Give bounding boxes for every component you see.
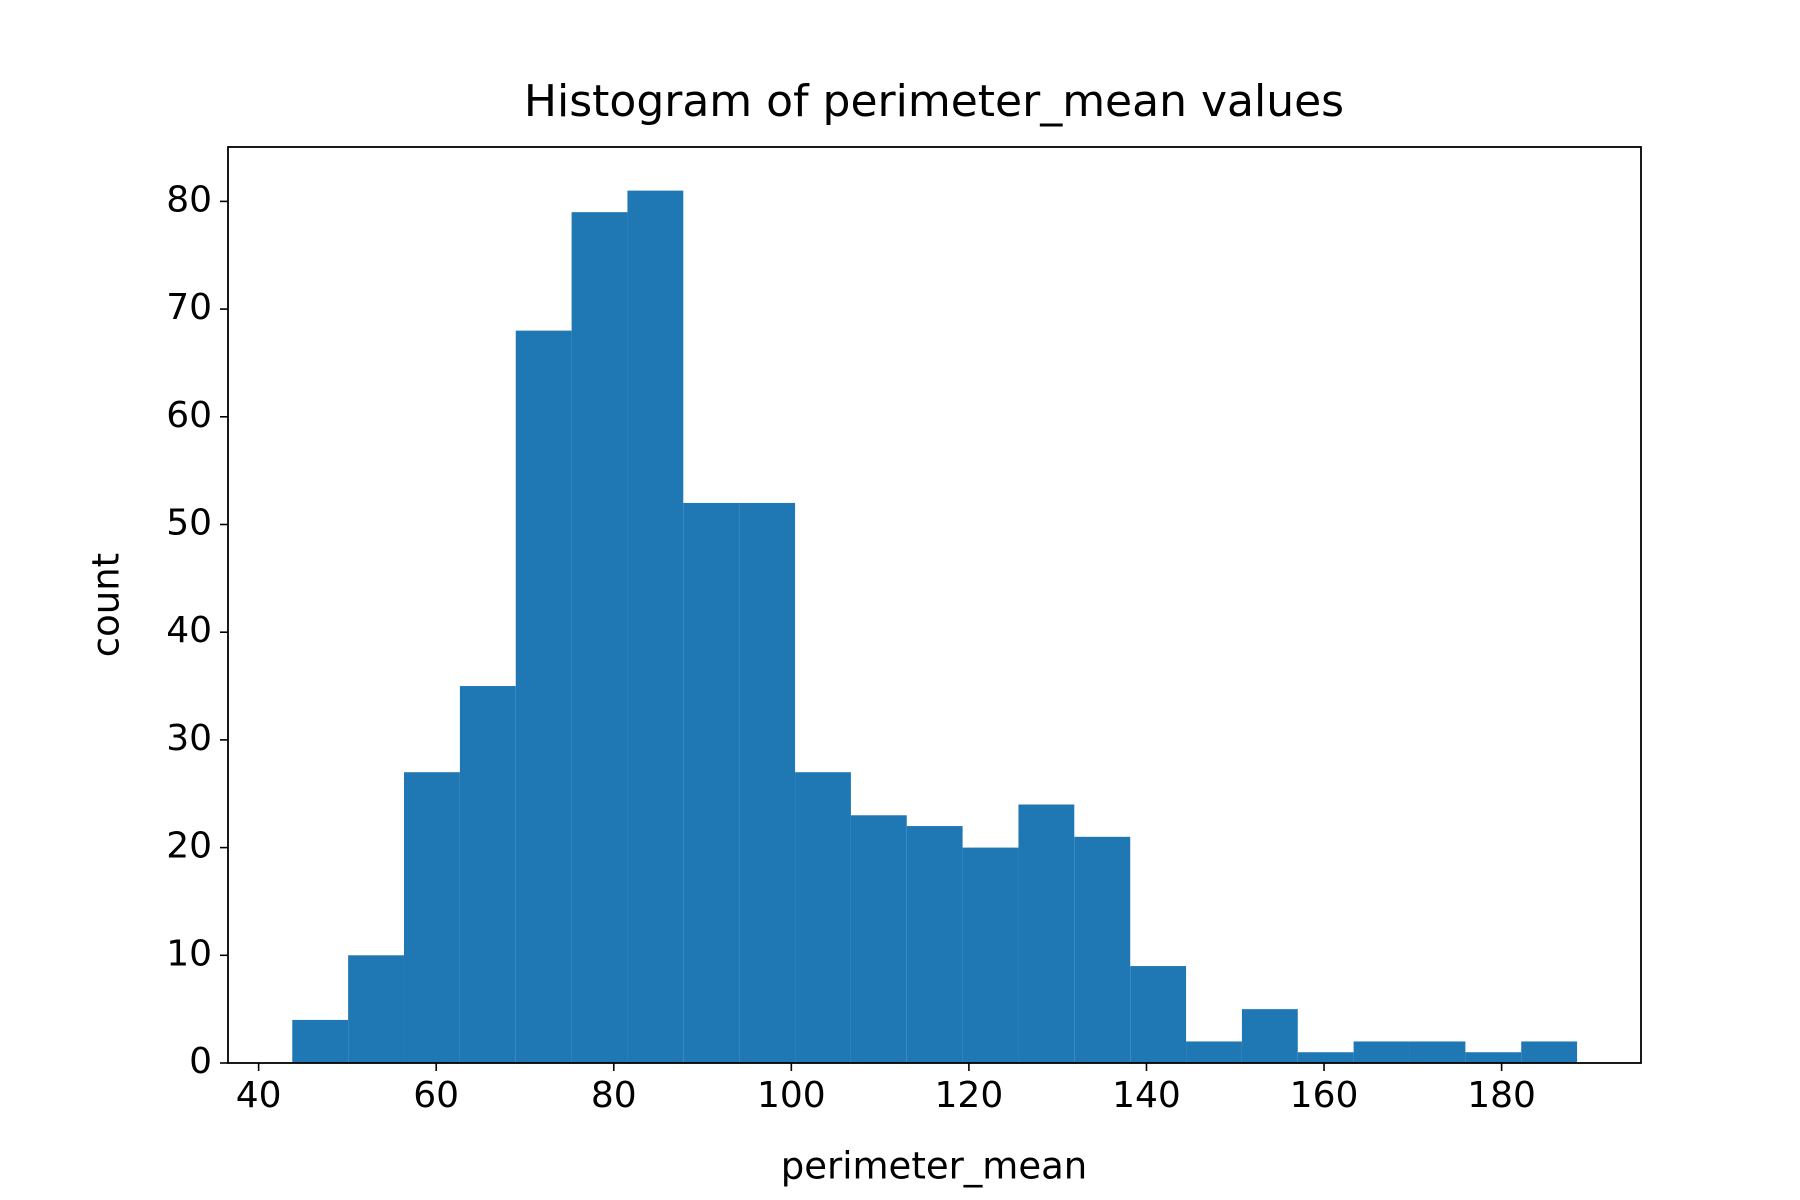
bar <box>292 1019 349 1063</box>
y-tick-label: 20 <box>166 826 212 867</box>
x-tick-label: 140 <box>1112 1075 1181 1116</box>
y-tick-label: 60 <box>166 395 212 436</box>
x-tick-label: 80 <box>591 1075 637 1116</box>
bar <box>1297 1052 1354 1063</box>
y-tick-label: 30 <box>166 718 212 759</box>
y-tick-label: 0 <box>189 1041 212 1082</box>
y-tick-label: 80 <box>166 179 212 220</box>
bar <box>403 772 460 1063</box>
bar <box>795 772 851 1063</box>
bar <box>1074 836 1131 1063</box>
bar <box>1186 1041 1242 1063</box>
y-axis-label: count <box>85 553 128 657</box>
bar <box>739 502 796 1063</box>
bar <box>515 330 572 1063</box>
x-tick-label: 60 <box>413 1075 459 1116</box>
x-tick-label: 160 <box>1290 1075 1359 1116</box>
chart-title: Histogram of perimeter_mean values <box>524 76 1344 127</box>
y-tick-label: 70 <box>166 287 212 328</box>
y-tick-label: 50 <box>166 502 212 543</box>
x-tick-label: 120 <box>935 1075 1004 1116</box>
x-tick-label: 100 <box>757 1075 826 1116</box>
bar <box>850 815 907 1063</box>
plot-frame <box>227 146 1642 1064</box>
bar <box>1465 1052 1522 1063</box>
bar <box>571 212 628 1064</box>
bar <box>1353 1041 1410 1063</box>
bar <box>1241 1009 1298 1063</box>
bar <box>348 955 404 1063</box>
y-tick-label: 10 <box>166 933 212 974</box>
y-tick-label: 40 <box>166 610 212 651</box>
bar <box>459 686 516 1063</box>
bar <box>1409 1041 1466 1063</box>
bar <box>1018 804 1075 1063</box>
x-tick-label: 180 <box>1467 1075 1536 1116</box>
bar <box>683 502 740 1063</box>
x-tick-label: 40 <box>236 1075 282 1116</box>
bar <box>1521 1041 1578 1063</box>
bar <box>962 847 1019 1063</box>
x-axis-label: perimeter_mean <box>781 1145 1087 1188</box>
bar <box>1130 966 1187 1063</box>
bar <box>627 190 684 1064</box>
bar <box>906 826 963 1063</box>
